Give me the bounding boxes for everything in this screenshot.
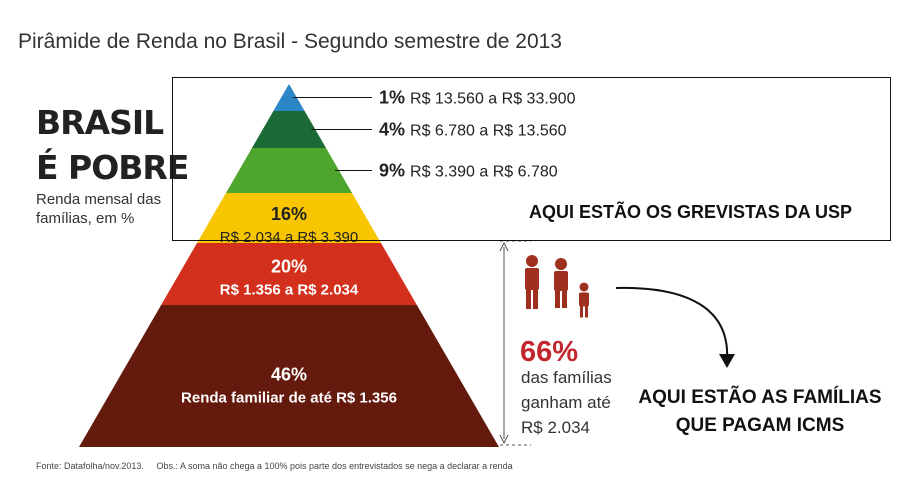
pyramid-percent-label: 1% [379,88,405,108]
pyramid-percent-label-46: 46% [271,365,307,385]
pyramid-label-1: 1% R$ 13.560 a R$ 33.900 [379,88,576,108]
arrow-icon [615,286,729,361]
pyramid-range-label: R$ 13.560 a R$ 33.900 [410,91,576,108]
pyramid-label-4: 4% R$ 6.780 a R$ 13.560 [379,120,567,140]
pyramid-level-1 [273,84,305,111]
icms-annotation-line2: QUE PAGAM ICMS [675,415,845,436]
pyramid-level-20 [161,243,417,305]
pyramid-level-4 [251,111,327,148]
pyramid-label-9: 9% R$ 3.390 a R$ 6.780 [379,161,558,181]
pyramid-level-9 [225,148,353,193]
pyramid-percent-label-16: 16% [271,204,307,224]
footer-obs: Obs.: A soma não chega a 100% pois parte… [156,461,513,471]
pyramid-range-label: R$ 3.390 a R$ 6.780 [410,164,558,181]
page-title: Pirâmide de Renda no Brasil - Segundo se… [18,30,562,53]
pyramid-range-label-46: Renda familiar de até R$ 1.356 [181,390,397,407]
pyramid-percent-label-20: 20% [271,257,307,277]
heading-brasil: BRASIL [36,103,164,142]
arrowhead-icon [719,354,735,368]
pyramid-range-label-16: R$ 2.034 a R$ 3.390 [220,229,358,246]
stat-text-line2: ganham até [521,393,611,412]
grevistas-annotation: AQUI ESTÃO OS GREVISTAS DA USP [529,202,853,222]
footer-source: Fonte: Datafolha/nov.2013. [36,461,144,471]
family-icon [525,255,589,318]
pyramid-range-label-20: R$ 1.356 a R$ 2.034 [220,282,359,299]
pyramid-level-16 [197,193,381,243]
highlight-box [172,77,891,241]
stat-value: 66% [520,336,579,368]
pyramid-percent-label: 4% [379,120,405,140]
footer: Fonte: Datafolha/nov.2013. Obs.: A soma … [36,461,523,471]
stat-text-line1: das famílias [521,368,612,387]
stat-text-line3: R$ 2.034 [521,418,590,437]
heading-e-pobre: É POBRE [36,148,189,187]
pyramid-percent-label: 9% [379,161,405,181]
pyramid-labels: 1% R$ 13.560 a R$ 33.900 4% R$ 6.780 a R$ 1… [181,88,576,407]
range-bracket [499,240,531,446]
pyramid-level-46 [79,305,499,447]
pyramid-levels [79,84,499,447]
pyramid-range-label: R$ 6.780 a R$ 13.560 [410,123,567,140]
chart-subtitle: Renda mensal das famílias, em % [36,191,162,227]
icms-annotation-line1: AQUI ESTÃO AS FAMÍLIAS [638,387,882,408]
